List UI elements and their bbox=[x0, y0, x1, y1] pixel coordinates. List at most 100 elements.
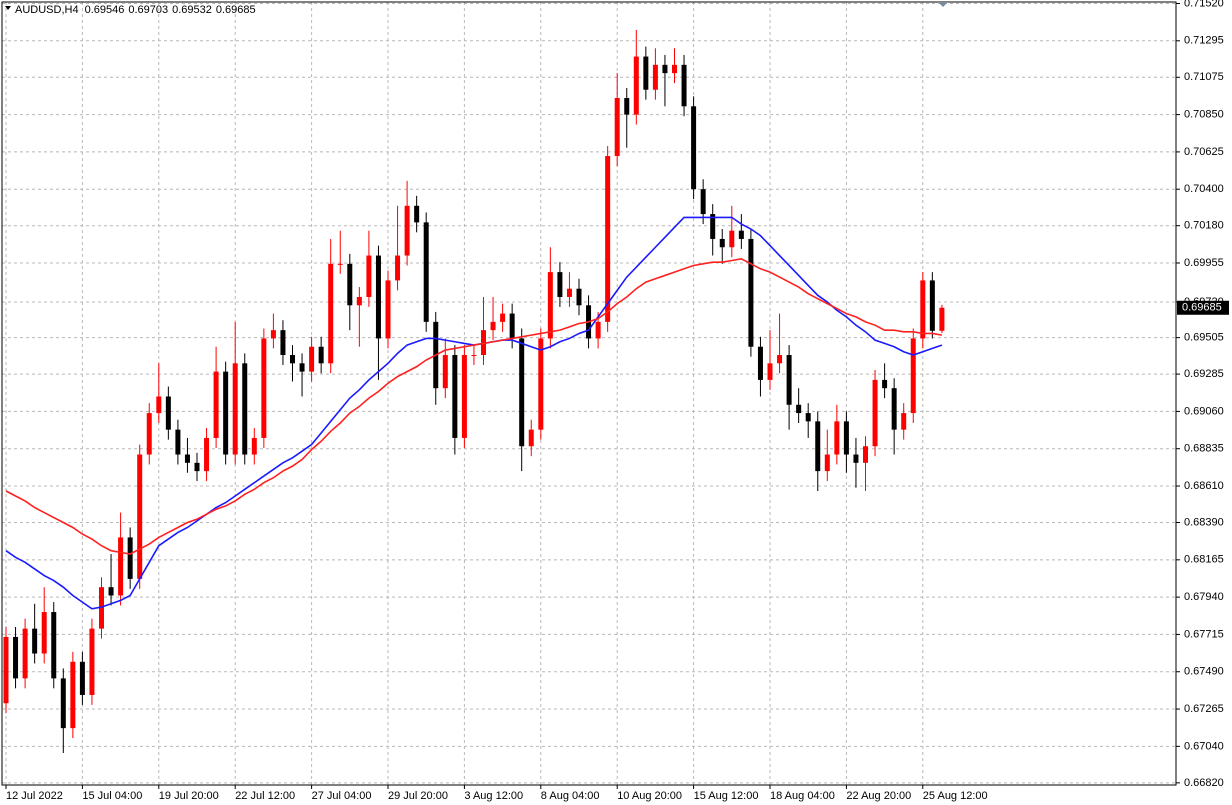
candle-body bbox=[328, 263, 334, 364]
candle-body bbox=[60, 678, 66, 729]
candle-body bbox=[872, 379, 878, 447]
candle-body bbox=[910, 338, 916, 414]
candle-body bbox=[242, 363, 248, 455]
candle-body bbox=[232, 363, 238, 455]
candle-body bbox=[270, 330, 276, 339]
y-tick-label: 0.68165 bbox=[1184, 554, 1224, 566]
candle-body bbox=[519, 338, 525, 447]
candle-body bbox=[595, 321, 601, 339]
candle-body bbox=[796, 404, 802, 414]
candle-body bbox=[566, 288, 572, 297]
axes-layer: 0.71520 0.71295 0.71075 0.70850 0.70625 0.704… bbox=[5, 0, 1229, 802]
y-tick-label: 0.69285 bbox=[1184, 368, 1224, 380]
x-tick-label: 18 Aug 04:00 bbox=[770, 790, 835, 802]
candle-body bbox=[624, 98, 630, 115]
x-tick-label: 19 Jul 20:00 bbox=[159, 790, 219, 802]
last-close: 0.69685 bbox=[216, 4, 256, 16]
candle-body bbox=[901, 413, 907, 430]
x-tick-label: 25 Aug 12:00 bbox=[923, 790, 988, 802]
y-tick-label: 0.69955 bbox=[1184, 257, 1224, 269]
y-tick-label: 0.68835 bbox=[1184, 443, 1224, 455]
candle-body bbox=[290, 355, 295, 364]
candle-body bbox=[375, 255, 381, 339]
candle-body bbox=[824, 454, 830, 472]
candle-body bbox=[605, 156, 611, 322]
candle-body bbox=[251, 437, 257, 455]
candle-body bbox=[385, 280, 391, 339]
candle-body bbox=[538, 338, 544, 430]
candle-body bbox=[882, 379, 888, 389]
candle-body bbox=[748, 238, 754, 347]
candle-body bbox=[146, 413, 152, 455]
candle-body bbox=[337, 263, 343, 265]
candle-body bbox=[22, 628, 28, 679]
candle-body bbox=[576, 288, 582, 306]
y-tick-label: 0.67940 bbox=[1184, 591, 1224, 603]
candle-body bbox=[442, 355, 448, 389]
candle-body bbox=[461, 355, 467, 438]
candle-body bbox=[710, 214, 716, 239]
candle-body bbox=[414, 205, 420, 223]
marks-layer bbox=[3, 30, 945, 753]
candle-body bbox=[777, 355, 783, 364]
candle-body bbox=[490, 321, 496, 331]
chart-header: AUDUSD,H4 0.69546 0.69703 0.69532 0.69685 bbox=[15, 4, 256, 16]
candle-body bbox=[309, 346, 315, 372]
candle-body bbox=[213, 371, 219, 438]
x-tick-label: 12 Jul 2022 bbox=[6, 790, 63, 802]
candle-body bbox=[633, 56, 639, 115]
candle-body bbox=[691, 106, 697, 190]
moving-average-line bbox=[5, 258, 943, 555]
x-tick-label: 8 Aug 04:00 bbox=[541, 790, 600, 802]
candle-body bbox=[672, 64, 677, 74]
candle-body bbox=[738, 230, 744, 239]
candle-body bbox=[118, 537, 124, 596]
candle-body bbox=[891, 388, 897, 430]
candle-body bbox=[165, 396, 171, 430]
candle-body bbox=[452, 355, 458, 438]
candle-body bbox=[204, 437, 210, 472]
y-tick-label: 0.66820 bbox=[1184, 777, 1224, 789]
menu-arrow[interactable] bbox=[5, 6, 11, 10]
candle-body bbox=[70, 661, 76, 729]
candle-body bbox=[729, 230, 735, 248]
y-tick-label: 0.68610 bbox=[1184, 480, 1224, 492]
x-tick-label: 29 Jul 20:00 bbox=[388, 790, 448, 802]
symbol: AUDUSD,H4 bbox=[15, 4, 79, 16]
candle-body bbox=[137, 454, 143, 579]
candle-body bbox=[834, 421, 840, 455]
candle-body bbox=[108, 587, 114, 596]
y-tick-label: 0.70180 bbox=[1184, 220, 1224, 232]
last-high: 0.69703 bbox=[128, 4, 168, 16]
candle-body bbox=[184, 454, 190, 463]
candle-body bbox=[318, 346, 324, 364]
x-tick-label: 27 Jul 04:00 bbox=[312, 790, 372, 802]
candle-body bbox=[127, 537, 133, 579]
candle-body bbox=[223, 371, 229, 455]
plot-frame bbox=[1, 1, 1177, 786]
x-tick-label: 15 Aug 12:00 bbox=[694, 790, 759, 802]
candle-body bbox=[41, 612, 47, 654]
candle-body bbox=[99, 587, 104, 629]
candle-body bbox=[509, 313, 515, 339]
current-price-label: 0.69685 bbox=[1182, 302, 1222, 314]
candle-body bbox=[681, 64, 687, 107]
candle-body bbox=[863, 446, 868, 463]
y-tick-label: 0.71075 bbox=[1184, 71, 1224, 83]
candle-body bbox=[404, 205, 410, 256]
candle-body bbox=[652, 64, 658, 90]
candle-body bbox=[481, 330, 486, 356]
y-tick-label: 0.71295 bbox=[1184, 35, 1224, 47]
candle-body bbox=[929, 280, 935, 331]
candle-body bbox=[757, 346, 763, 380]
shift-marker bbox=[938, 2, 948, 7]
candle-body bbox=[939, 307, 945, 331]
x-tick-label: 22 Jul 12:00 bbox=[235, 790, 295, 802]
x-tick-label: 3 Aug 12:00 bbox=[464, 790, 523, 802]
candle-body bbox=[89, 628, 95, 695]
candle-body bbox=[194, 462, 200, 472]
candle-body bbox=[500, 313, 506, 322]
candle-body bbox=[662, 64, 668, 74]
candle-body bbox=[423, 222, 429, 322]
